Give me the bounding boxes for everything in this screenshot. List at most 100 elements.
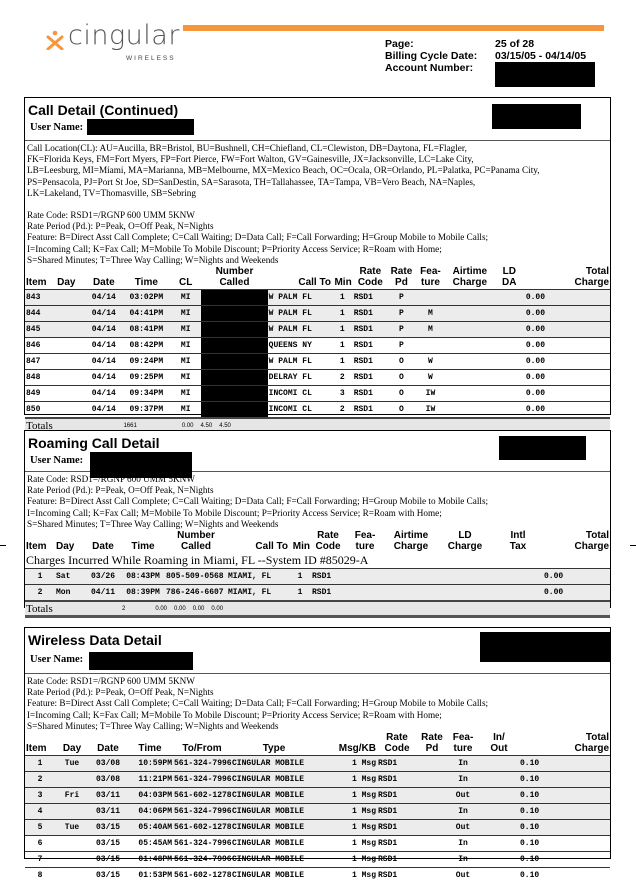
table-cell: MIAMI, FL [227,568,289,585]
table-cell: 1 [331,321,353,338]
column-header: Rate Pd [421,732,443,755]
legend-line: I=Incoming Call; K=Fax Call; M=Mobile To… [27,709,442,720]
table-cell: 0.00 [524,289,610,306]
table-cell [479,771,519,788]
fold-mark [630,545,636,546]
table-cell: O [387,369,415,386]
table-row: 2 Mon 04/11 08:39PM 786-246-6607 MIAMI, FL 1 RS… [25,584,610,602]
table-cell: 1 Msg [317,771,377,788]
table-cell [493,305,525,322]
table-cell: RSD1 [377,803,417,820]
table-cell: 0.10 [519,803,610,820]
table-cell: W [414,353,447,370]
table-cell: O [387,353,415,370]
column-header: Call To [255,541,288,553]
table-cell: 08:39PM [121,584,165,602]
column-header: Intl Tax [509,530,527,553]
column-header: Min [334,277,352,289]
column-header: Total Charge [574,266,609,289]
table-cell: W PALM FL [267,353,332,370]
table-cell: RSD1 [377,787,417,804]
table-cell: 08:43PM [121,568,165,585]
user-name-label: User Name: [30,455,84,466]
column-header: Fea- ture [452,732,474,755]
table-cell: P [387,321,415,338]
table-cell [446,353,494,370]
table-cell: RSD1 [377,755,417,772]
table-cell: 805-509-0568 [165,568,227,585]
table-cell: Out [447,819,479,836]
table-cell: 1 Msg [317,755,377,772]
table-cell: 08:41PM [122,321,171,338]
table-cell: 0.10 [519,867,610,883]
table-cell: 0.00 [524,321,610,338]
table-cell: Out [447,867,479,883]
user-name-label: User Name: [30,654,84,665]
table-cell: 03/15 [89,867,127,883]
table-cell: Sat [55,568,85,585]
table-cell: 03/08 [89,755,127,772]
section-header: Wireless Data Detail User Name: [25,628,610,674]
table-cell [437,584,493,602]
column-header: Time [131,541,155,553]
column-header: To/From [182,743,222,755]
table-cell: 847 [25,353,57,370]
table-cell: 561-602-1278 [173,787,231,804]
table-row: 845 04/14 08:41PM MI W PALM FL 1 RSD1 P M 0.00 [25,321,610,338]
legend-line: Rate Code: RSD1=/RGNP 600 UMM 5KNW [27,210,195,221]
table-cell [56,289,86,306]
column-header: Call To [298,277,331,289]
number-called-redaction [201,321,268,338]
table-cell: 2 [25,584,55,602]
table-cell: 5 [25,819,55,836]
table-cell [493,369,525,386]
column-header: Day [57,277,76,289]
page-value: 25 of 28 [495,38,535,50]
column-header: Number Called [177,530,215,553]
table-cell: 04/14 [85,289,123,306]
table-cell [56,305,86,322]
column-header: Airtime Charge [452,266,488,289]
table-cell: 2 [25,771,55,788]
table-cell [446,385,494,402]
table-cell: QUEENS NY [267,337,332,354]
logo-text: cingular [68,20,180,51]
table-cell: CINGULAR MOBILE [231,819,317,836]
table-row: 6 03/15 05:45AM 561-324-7996 CINGULAR MOBILE… [25,835,610,852]
table-cell: RSD1 [352,337,388,354]
table-cell: 09:37PM [122,401,171,419]
legend-line: LB=Leesburg, MI=Miami, MA=Marianna, MB=M… [27,165,540,176]
wireless-data-table: Item Day Date Time To/From Type Msg/KB Rate Cod… [25,732,610,883]
table-cell: M [414,305,447,322]
table-cell: CINGULAR MOBILE [231,867,317,883]
table-cell [446,337,494,354]
totals-total: 4.50 [219,422,231,429]
column-header: Type [262,743,286,755]
column-header: LD DA [502,266,517,289]
table-cell: 04/14 [85,321,123,338]
table-cell: 1 Msg [317,867,377,883]
table-cell: 7 [25,851,55,868]
table-cell: DELRAY FL [267,369,332,386]
table-cell: 03/15 [89,851,127,868]
totals-values: 2 0.00 0.00 0.00 0.00 [121,600,610,618]
table-cell [345,584,385,602]
table-cell: 10:59PM [127,755,173,772]
table-cell: 0.10 [519,851,610,868]
table-cell: 09:34PM [122,385,171,402]
table-cell [493,401,525,419]
legend-line: I=Incoming Call; K=Fax Call; M=Mobile To… [27,507,442,518]
fold-mark [0,545,6,546]
table-cell: MIAMI, FL [227,584,289,602]
table-cell: IW [414,401,447,419]
id-redaction [480,632,610,662]
legend-line: Rate Code: RSD1=/RGNP 600 UMM 5KNW [27,474,195,484]
table-cell [417,803,447,820]
table-cell [414,337,447,354]
table-cell: 561-324-7996 [173,755,231,772]
legend-line: FK=Florida Keys, FM=Fort Myers, FP=Fort … [27,154,474,165]
table-cell: 0.00 [524,369,610,386]
table-cell: 561-602-1278 [173,819,231,836]
table-cell: In [447,771,479,788]
table-cell [56,353,86,370]
